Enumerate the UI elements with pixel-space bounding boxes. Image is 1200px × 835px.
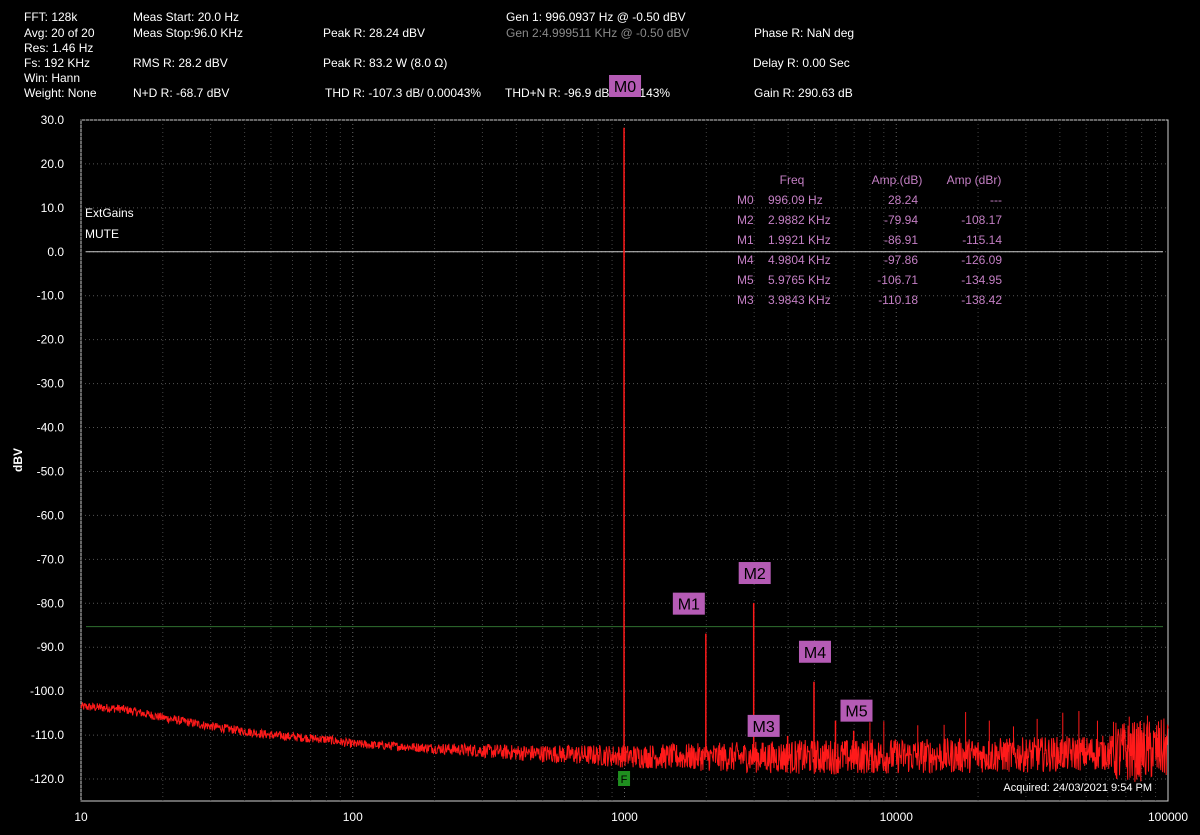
window-text: Win: Hann: [24, 71, 81, 85]
marker-table-cell: 1.9921 KHz: [768, 233, 831, 247]
y-tick-label: -30.0: [37, 377, 65, 391]
y-tick-label: 30.0: [41, 113, 65, 127]
marker-table-cell: -110.18: [878, 293, 918, 307]
marker-tag-bg: [747, 714, 780, 737]
y-tick-label: -50.0: [37, 464, 65, 478]
y-axis-label: dBV: [11, 448, 25, 472]
marker-tag-m1: M1: [678, 597, 700, 614]
gain-text: Gain R: 290.63 dB: [754, 86, 853, 100]
phase-text: Phase R: NaN deg: [754, 26, 855, 40]
peak-dbv-text: Peak R: 28.24 dBV: [323, 26, 426, 40]
marker-table-header: Amp (dBr): [947, 173, 1002, 187]
y-tick-label: 0.0: [47, 245, 64, 259]
y-tick-label: -80.0: [37, 596, 65, 610]
y-tick-label: 20.0: [41, 157, 65, 171]
marker-table-cell: -126.09: [961, 253, 1002, 267]
marker-table-cell: 2.9882 KHz: [768, 213, 831, 227]
marker-tag-bg: [609, 75, 642, 97]
frequency-marker: F: [621, 774, 628, 786]
marker-table-cell: M1: [737, 233, 754, 247]
y-tick-label: -10.0: [37, 289, 65, 303]
marker-tag-m0: M0: [614, 79, 636, 96]
marker-table-cell: -138.42: [961, 293, 1002, 307]
fft-size-text: FFT: 128k: [24, 10, 78, 24]
averaging-text: Avg: 20 of 20: [24, 26, 95, 40]
marker-table-header: Amp.(dB): [872, 173, 923, 187]
peak-markers: M0 M1 M2 M3 M4 M5 F: [609, 75, 873, 786]
marker-tag-m5: M5: [845, 704, 867, 721]
y-tick-label: 10.0: [41, 201, 65, 215]
y-tick-label: -120.0: [30, 772, 64, 786]
generator-1-text: Gen 1: 996.0937 Hz @ -0.50 dBV: [506, 10, 686, 24]
rms-text: RMS R: 28.2 dBV: [133, 56, 228, 70]
acquired-timestamp: Acquired: 24/03/2021 9:54 PM: [1003, 782, 1152, 794]
spectrum-series: [80, 127, 1169, 782]
x-tick-label: 100: [343, 810, 363, 824]
marker-table-cell: M5: [737, 273, 754, 287]
marker-table-cell: -79.94: [884, 213, 918, 227]
marker-table-cell: -97.86: [884, 253, 918, 267]
marker-tag-m3: M3: [753, 719, 775, 736]
delay-text: Delay R: 0.00 Sec: [753, 56, 850, 70]
extgains-annotation: ExtGains: [85, 206, 134, 220]
marker-tag-m4: M4: [804, 645, 826, 662]
marker-table-cell: -134.95: [961, 273, 1002, 287]
marker-table-cell: -108.17: [961, 213, 1002, 227]
marker-tag-bg: [738, 562, 771, 585]
y-tick-label: -40.0: [37, 421, 65, 435]
y-tick-label: -70.0: [37, 552, 65, 566]
thd-text: THD R: -107.3 dB/ 0.00043%: [325, 86, 482, 100]
noise-distortion-text: N+D R: -68.7 dBV: [133, 86, 230, 100]
x-tick-label: 10: [74, 810, 88, 824]
frequency-marker-bg: [618, 771, 631, 786]
marker-tag-bg: [798, 640, 831, 663]
marker-table: Freq Amp.(dB) Amp (dBr) M0 996.09 Hz 28.24 ---…: [737, 173, 1002, 307]
grid: [80, 119, 1168, 801]
weighting-text: Weight: None: [24, 86, 97, 100]
y-tick-label: -90.0: [37, 640, 65, 654]
peak-watts-text: Peak R: 83.2 W (8.0 Ω): [323, 56, 448, 70]
marker-table-cell: -106.71: [877, 273, 918, 287]
marker-table-cell: M0: [737, 193, 754, 207]
marker-table-cell: -86.91: [884, 233, 918, 247]
marker-table-cell: M3: [737, 293, 754, 307]
x-tick-label: 1000: [611, 810, 638, 824]
marker-table-cell: 28.24: [888, 193, 918, 207]
y-tick-label: -60.0: [37, 508, 65, 522]
x-tick-label: 10000: [880, 810, 914, 824]
marker-table-cell: M2: [737, 213, 754, 227]
meas-start-text: Meas Start: 20.0 Hz: [133, 10, 240, 24]
marker-table-cell: 3.9843 KHz: [768, 293, 831, 307]
marker-table-cell: 996.09 Hz: [768, 193, 823, 207]
sample-rate-text: Fs: 192 KHz: [24, 56, 91, 70]
marker-tag-m2: M2: [744, 566, 766, 583]
meas-stop-text: Meas Stop:96.0 KHz: [133, 26, 244, 40]
marker-table-cell: M4: [737, 253, 754, 267]
mute-annotation: MUTE: [85, 227, 119, 241]
y-axis-ticks: 30.0 20.0 10.0 0.0 -10.0 -20.0 -30.0 -40.0 -50.0…: [30, 113, 64, 786]
marker-table-cell: 4.9804 KHz: [768, 253, 831, 267]
x-axis-ticks: 10 100 1000 10000 100000: [74, 810, 1188, 824]
marker-tag-bg: [840, 699, 873, 722]
generator-2-text: Gen 2:4.999511 KHz @ -0.50 dBV: [506, 26, 690, 40]
marker-table-cell: ---: [990, 193, 1002, 207]
y-tick-label: -100.0: [30, 684, 64, 698]
marker-table-cell: -115.14: [962, 233, 1002, 247]
y-tick-label: -110.0: [31, 728, 64, 742]
y-tick-label: -20.0: [37, 333, 65, 347]
marker-table-header: Freq: [780, 173, 805, 187]
marker-table-cell: 5.9765 KHz: [768, 273, 831, 287]
resolution-text: Res: 1.46 Hz: [24, 41, 94, 55]
x-tick-label: 100000: [1148, 810, 1188, 824]
marker-tag-bg: [672, 592, 705, 615]
